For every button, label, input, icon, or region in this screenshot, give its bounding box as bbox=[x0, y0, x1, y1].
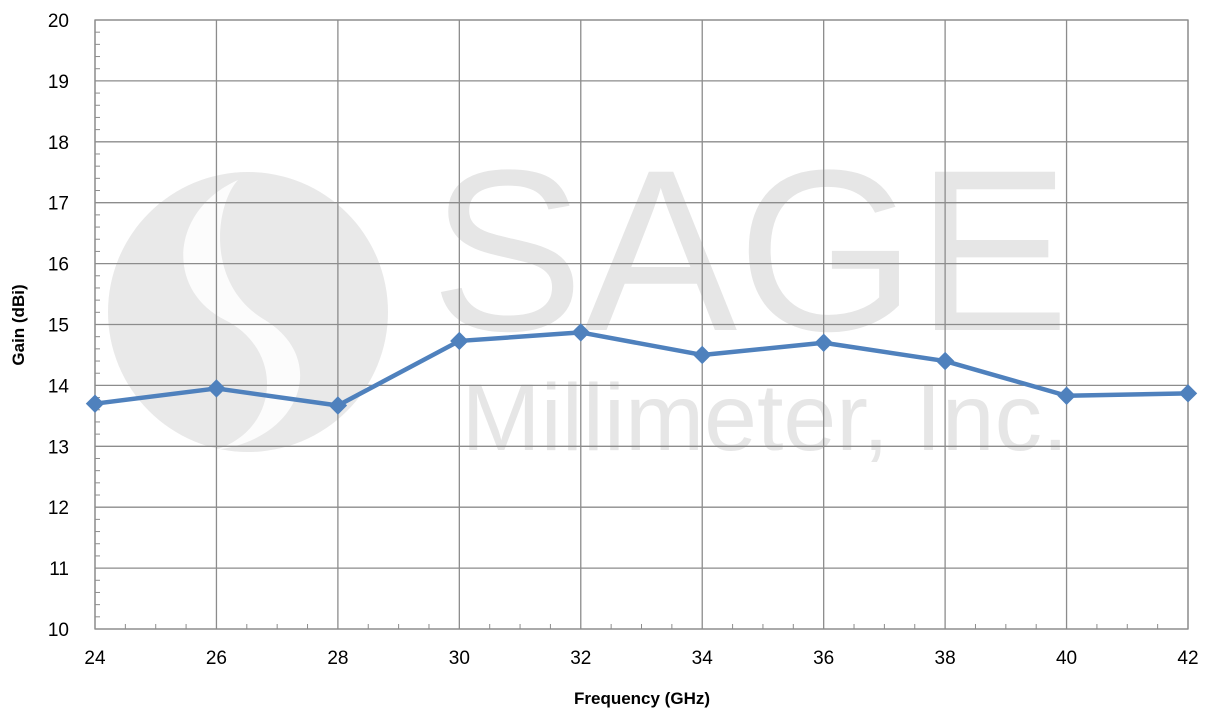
x-tick-label: 32 bbox=[570, 648, 591, 669]
data-point-marker bbox=[571, 323, 590, 342]
y-tick-label: 11 bbox=[49, 559, 69, 580]
x-tick-label: 34 bbox=[692, 648, 714, 669]
y-tick-label: 14 bbox=[48, 376, 70, 397]
x-tick-label: 30 bbox=[449, 648, 470, 669]
series-gain bbox=[85, 323, 1198, 415]
data-point-marker bbox=[1057, 386, 1076, 405]
data-point-marker bbox=[207, 379, 226, 398]
plot-frame-rect bbox=[94, 19, 1189, 630]
x-tick-label: 26 bbox=[206, 648, 227, 669]
watermark-logo-swirl bbox=[183, 180, 301, 450]
series-line bbox=[94, 330, 1189, 408]
watermark-logo: SAGE Millimeter, Inc. bbox=[108, 122, 1070, 471]
watermark-title: SAGE bbox=[430, 122, 1069, 379]
data-point-marker bbox=[814, 333, 833, 352]
data-point-marker bbox=[328, 396, 348, 415]
x-tick-label: 36 bbox=[813, 648, 834, 669]
x-tick-label: 28 bbox=[327, 648, 348, 669]
x-tick-label: 40 bbox=[1056, 648, 1077, 669]
data-point-marker bbox=[693, 345, 712, 365]
x-axis-title: Frequency (GHz) bbox=[574, 689, 710, 708]
data-point-marker bbox=[85, 394, 105, 413]
watermark-subtitle: Millimeter, Inc. bbox=[461, 365, 1068, 471]
plot-area-border bbox=[94, 19, 1189, 630]
y-tick-label: 16 bbox=[48, 255, 69, 276]
y-tick-label: 13 bbox=[48, 437, 69, 458]
x-tick-label: 24 bbox=[84, 648, 106, 669]
grid bbox=[94, 19, 1189, 630]
y-tick-label: 20 bbox=[48, 11, 69, 32]
y-axis-tick-labels: 10 11 12 13 14 15 16 17 18 19 20 bbox=[48, 11, 70, 641]
y-tick-label: 12 bbox=[48, 498, 69, 519]
x-tick-label: 38 bbox=[935, 648, 956, 669]
y-tick-label: 19 bbox=[48, 72, 69, 93]
x-axis-tick-labels: 24 26 28 30 32 34 36 38 40 42 bbox=[84, 648, 1198, 669]
data-point-marker bbox=[935, 351, 955, 371]
y-tick-label: 17 bbox=[48, 194, 69, 215]
y-axis-title: Gain (dBi) bbox=[9, 284, 28, 365]
x-tick-label: 42 bbox=[1177, 648, 1198, 669]
y-tick-label: 10 bbox=[48, 620, 69, 641]
y-tick-label: 18 bbox=[48, 133, 69, 154]
y-tick-label: 15 bbox=[48, 316, 69, 337]
data-point-marker bbox=[450, 331, 469, 351]
data-point-marker bbox=[1178, 384, 1198, 403]
